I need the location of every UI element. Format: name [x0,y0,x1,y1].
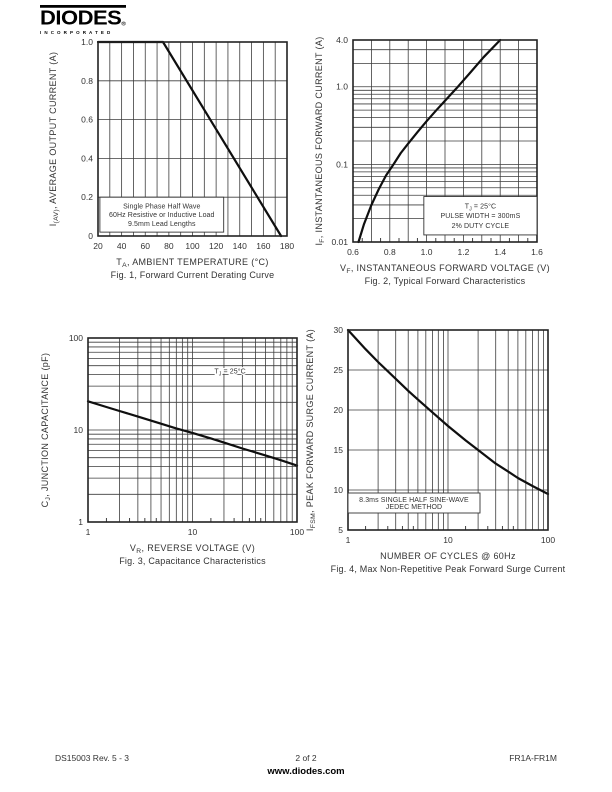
svg-text:IFSM, PEAK FORWARD SURGE CURRE: IFSM, PEAK FORWARD SURGE CURRENT (A) [305,329,317,531]
svg-text:5: 5 [338,525,343,535]
svg-text:IF, INSTANTANEOUS FORWARD CURR: IF, INSTANTANEOUS FORWARD CURRENT (A) [314,36,326,245]
svg-text:JEDEC METHOD: JEDEC METHOD [386,504,442,511]
svg-text:8.3ms SINGLE HALF SINE-WAVE: 8.3ms SINGLE HALF SINE-WAVE [359,497,469,504]
svg-text:20: 20 [334,405,344,415]
svg-text:Fig. 3, Capacitance Character: Fig. 3, Capacitance Characteristics [119,556,266,566]
fig2-chart-svg: 0.6 0.8 1.0 1.2 1.4 1.6 4.0 1.0 0.1 0.01 VF, INSTA… [314,35,550,286]
svg-text:30: 30 [334,325,344,335]
svg-text:25: 25 [334,365,344,375]
svg-text:TJ = 25°C: TJ = 25°C [214,368,245,378]
svg-text:80: 80 [164,241,174,251]
fig3-chart-svg: 1 10 100 100 10 1 VR, REVERSE VOLTAGE (V)Fig. … [40,333,304,566]
svg-text:0.01: 0.01 [331,237,348,247]
svg-text:180: 180 [280,241,294,251]
svg-text:1: 1 [346,535,351,545]
svg-text:1: 1 [86,527,91,537]
website-link[interactable]: www.diodes.com [267,766,345,777]
svg-text:0.6: 0.6 [347,247,359,257]
page-indicator: 2 of 2 [295,753,317,763]
svg-text:10: 10 [443,535,453,545]
svg-text:1.4: 1.4 [494,247,506,257]
document-reference: DS15003 Rev. 5 - 3 [55,753,130,763]
svg-text:40: 40 [117,241,127,251]
svg-text:NUMBER OF CYCLES @ 60Hz: NUMBER OF CYCLES @ 60Hz [380,551,516,561]
svg-text:2% DUTY CYCLE: 2% DUTY CYCLE [452,223,510,230]
svg-text:60: 60 [141,241,151,251]
diodes-incorporated-label: INCORPORATED [40,30,114,35]
figure-2-typical-forward-characteristics: 0.6 0.8 1.0 1.2 1.4 1.6 4.0 1.0 0.1 0.01 VF, INSTA… [310,28,600,303]
svg-text:140: 140 [233,241,247,251]
diodes-wordmark-text: DIODES [40,5,122,29]
svg-text:0: 0 [88,231,93,241]
part-number: FR1A-FR1M [509,753,557,763]
svg-text:1.0: 1.0 [81,37,93,47]
svg-text:0.6: 0.6 [81,115,93,125]
svg-text:VF, INSTANTANEOUS FORWARD VOLT: VF, INSTANTANEOUS FORWARD VOLTAGE (V) [340,263,550,275]
svg-text:100: 100 [69,333,83,343]
registered-trademark-symbol: ® [121,21,126,28]
svg-text:20: 20 [93,241,103,251]
svg-text:CJ, JUNCTION CAPACITANCE (pF): CJ, JUNCTION CAPACITANCE (pF) [40,353,52,508]
svg-text:0.4: 0.4 [81,153,93,163]
svg-text:4.0: 4.0 [336,35,348,45]
svg-text:1.2: 1.2 [457,247,469,257]
svg-text:160: 160 [256,241,270,251]
svg-text:10: 10 [188,527,198,537]
svg-text:60Hz Resistive or Inductive Lo: 60Hz Resistive or Inductive Load [109,212,215,219]
svg-text:120: 120 [209,241,223,251]
svg-text:100: 100 [541,535,555,545]
svg-text:0.8: 0.8 [81,76,93,86]
svg-text:1.6: 1.6 [531,247,543,257]
svg-text:15: 15 [334,445,344,455]
svg-text:0.8: 0.8 [384,247,396,257]
svg-text:1.0: 1.0 [421,247,433,257]
figure-3-capacitance-characteristics: 1 10 100 100 10 1 VR, REVERSE VOLTAGE (V) Fig. … [30,326,310,581]
svg-text:I(AV), AVERAGE OUTPUT CURRENT: I(AV), AVERAGE OUTPUT CURRENT (A) [48,52,60,227]
svg-text:TA, AMBIENT TEMPERATURE (°C): TA, AMBIENT TEMPERATURE (°C) [116,257,268,269]
svg-text:1: 1 [78,517,83,527]
svg-text:10: 10 [74,425,84,435]
svg-text:VR, REVERSE VOLTAGE (V): VR, REVERSE VOLTAGE (V) [130,543,255,555]
svg-text:0.2: 0.2 [81,192,93,202]
figure-1-forward-current-derating: 20 40 60 80 100 120 140 160 180 0 0.2 0.4 0.6 0.8 1.0 T… [40,30,310,305]
figure-4-peak-forward-surge-current: 1 10 100 5 10 15 20 25 30 NUMBER OF CYCLES @ 60Hz… [300,318,600,593]
svg-text:100: 100 [185,241,199,251]
svg-text:Single Phase Half Wave: Single Phase Half Wave [123,203,200,210]
svg-text:Fig. 1, Forward Current Derat: Fig. 1, Forward Current Derating Curve [111,270,275,280]
svg-text:Fig. 2, Typical Forward Chara: Fig. 2, Typical Forward Characteristics [365,276,526,286]
diodes-logo: DIODES® INCORPORATED [40,4,144,35]
fig4-chart-svg: 1 10 100 5 10 15 20 25 30 NUMBER OF CYCLES @ 60Hz… [305,325,566,574]
svg-text:0.1: 0.1 [336,159,348,169]
svg-text:100: 100 [290,527,304,537]
diodes-wordmark: DIODES® [40,4,126,29]
svg-text:Fig. 4, Max Non-Repetitive Pe: Fig. 4, Max Non-Repetitive Peak Forward … [331,564,566,574]
svg-text:TJ = 25°C: TJ = 25°C [465,203,496,213]
svg-text:PULSE WIDTH = 300mS: PULSE WIDTH = 300mS [440,213,520,220]
svg-text:10: 10 [334,485,344,495]
svg-text:1.0: 1.0 [336,82,348,92]
svg-text:9.5mm Lead Lengths: 9.5mm Lead Lengths [128,221,196,228]
fig1-chart-svg: 20 40 60 80 100 120 140 160 180 0 0.2 0.4 0.6 0.8 1.0 T… [48,37,294,280]
